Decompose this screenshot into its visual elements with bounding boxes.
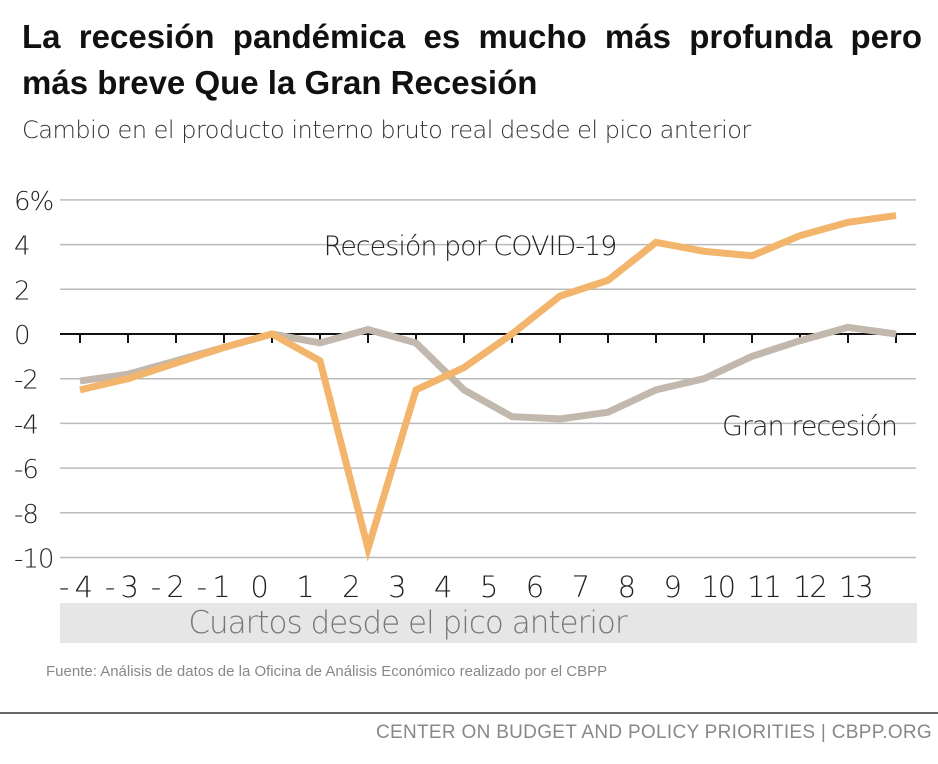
x-axis-title: Cuartos desde el pico anterior: [188, 605, 627, 641]
y-tick-label: -4: [14, 410, 38, 440]
x-tick-label: 2: [342, 570, 358, 604]
x-tick-label: 1: [296, 570, 312, 604]
y-tick-label: -8: [14, 500, 38, 530]
x-axis-title-bar: [60, 603, 917, 643]
x-tick-label: - 4: [59, 570, 92, 604]
x-tick-label: 12: [793, 570, 826, 604]
chart-subtitle: Cambio en el producto interno bruto real…: [22, 116, 751, 144]
divider: [0, 712, 938, 714]
x-tick-label: 10: [701, 570, 734, 604]
series-line: [79, 323, 897, 423]
y-tick-label: -10: [14, 545, 53, 575]
x-tick-label: 4: [434, 570, 451, 604]
series-label: Recesión por COVID-19: [324, 231, 617, 262]
source-note: Fuente: Análisis de datos de la Oficina …: [46, 663, 608, 680]
y-tick-label: -2: [14, 366, 38, 396]
x-tick-label: - 2: [151, 570, 183, 604]
y-tick-label: -6: [14, 455, 38, 485]
x-tick-label: 11: [747, 570, 780, 604]
x-tick-label: 5: [480, 570, 496, 604]
x-tick-label: 8: [618, 570, 634, 604]
chart-title: La recesión pandémica es mucho más profu…: [22, 18, 922, 101]
y-tick-label: 6%: [14, 187, 53, 217]
x-tick-label: 6: [526, 570, 542, 604]
series-line: [79, 212, 897, 562]
series-label: Gran recesión: [722, 411, 897, 442]
x-tick-label: 13: [839, 570, 872, 604]
credit: CENTER ON BUDGET AND POLICY PRIORITIES |…: [376, 722, 932, 743]
x-tick-label: - 3: [105, 570, 137, 604]
y-tick-label: 2: [14, 276, 30, 306]
x-tick-label: - 1: [197, 570, 229, 604]
x-tick-label: 3: [388, 570, 404, 604]
y-tick-label: 0: [14, 321, 30, 351]
y-tick-label: 4: [14, 232, 30, 262]
x-tick-label: 0: [250, 570, 266, 604]
x-tick-label: 9: [663, 570, 679, 604]
x-tick-label: 7: [572, 570, 588, 604]
